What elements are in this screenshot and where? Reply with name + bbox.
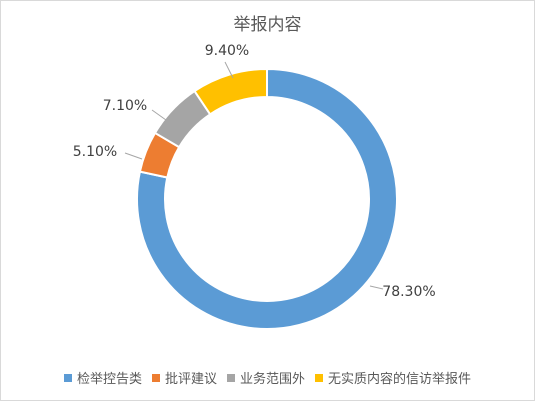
legend-label: 检举控告类 bbox=[76, 372, 142, 387]
leader-line-3 bbox=[151, 109, 167, 121]
legend-swatch bbox=[227, 373, 235, 382]
legend-label: 无实质内容的信访举报件 bbox=[328, 372, 472, 387]
donut-slice-4 bbox=[193, 67, 268, 116]
data-label-2: 5.10% bbox=[73, 144, 117, 160]
leader-line-2 bbox=[124, 152, 143, 160]
data-label-3: 7.10% bbox=[103, 98, 147, 114]
legend-label: 业务范围外 bbox=[240, 372, 306, 387]
legend-swatch bbox=[151, 373, 160, 382]
legend-item-1: 检举控告类 bbox=[63, 368, 142, 387]
legend-item-3: 业务范围外 bbox=[227, 368, 305, 387]
legend-swatch bbox=[63, 373, 72, 382]
leader-line-4 bbox=[224, 61, 234, 79]
legend-item-2: 批评建议 bbox=[151, 368, 217, 387]
leader-line-1 bbox=[369, 285, 384, 290]
chart-title: 举报内容 bbox=[233, 15, 302, 35]
donut-slice-1 bbox=[136, 67, 398, 330]
legend-label: 批评建议 bbox=[164, 372, 217, 387]
legend-swatch bbox=[315, 373, 324, 382]
legend-item-4: 无实质内容的信访举报件 bbox=[315, 368, 471, 387]
legend: 检举控告类 批评建议 业务范围外 无实质内容的信访举报件 bbox=[0, 368, 535, 387]
data-label-4: 9.40% bbox=[205, 43, 249, 59]
data-label-1: 78.30% bbox=[382, 284, 435, 300]
